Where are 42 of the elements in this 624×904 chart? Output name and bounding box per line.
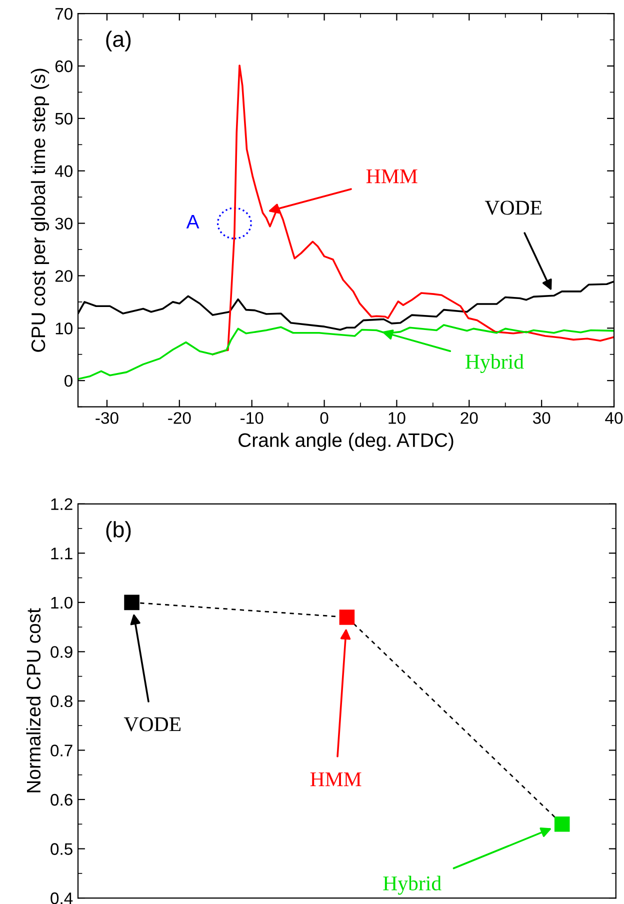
line-series: [78, 324, 614, 380]
y-tick-label: 0.7: [50, 744, 72, 756]
y-tick-label: 0: [64, 374, 72, 387]
annotation: VODE: [124, 717, 181, 732]
x-tick-label: -10: [240, 412, 264, 424]
y-tick-label: 50: [55, 112, 72, 125]
annotation: Hybrid: [383, 876, 442, 895]
annotation: (b): [106, 521, 131, 542]
annotation: A: [186, 214, 200, 228]
annotation: (a): [106, 30, 131, 52]
y-tick-label: 0.6: [50, 794, 72, 806]
x-axis-title: Crank angle (deg. ATDC): [238, 432, 454, 451]
y-tick-label: 0.8: [50, 695, 72, 708]
x-tick-label: -20: [168, 412, 191, 424]
y-tick-label: 20: [55, 270, 72, 282]
y-tick-label: 1.1: [51, 548, 72, 560]
line-series: [212, 64, 614, 356]
y-tick-label: 10: [56, 322, 72, 334]
y-tick-label: 0.4: [50, 892, 73, 904]
y-axis-title: Normalized CPU cost: [26, 608, 41, 792]
point: [339, 610, 355, 625]
series-label: Hybrid: [466, 354, 524, 374]
point: [124, 594, 140, 610]
point: [554, 816, 570, 832]
x-tick-label: 20: [460, 412, 478, 424]
x-tick-label: -30: [96, 412, 118, 424]
y-tick-label: 30: [55, 218, 72, 230]
x-tick-label: 30: [532, 412, 550, 424]
y-tick-label: 70: [55, 8, 72, 20]
x-tick-label: 40: [605, 412, 623, 424]
y-tick-label: 60: [55, 60, 72, 72]
x-tick-label: 0: [320, 412, 328, 424]
text: VODE: [484, 200, 542, 215]
annotation: HMM: [310, 772, 362, 786]
x-tick-label: 10: [388, 412, 406, 424]
text: HMM: [366, 169, 418, 184]
y-tick-label: 1.2: [51, 498, 72, 510]
y-tick-label: 0.5: [50, 843, 72, 855]
y-axis-title: CPU cost per global time step (s): [30, 68, 50, 352]
y-tick-label: 0.9: [50, 646, 72, 658]
y-tick-label: 1.0: [51, 596, 72, 609]
y-tick-label: 40: [54, 165, 72, 178]
